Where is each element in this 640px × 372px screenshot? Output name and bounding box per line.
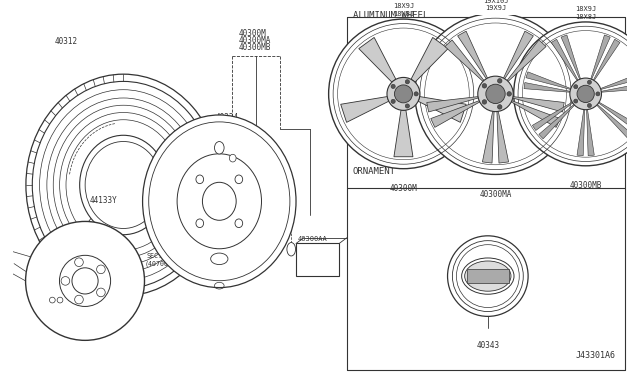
Text: ORNAMENT: ORNAMENT — [353, 167, 396, 176]
Polygon shape — [411, 38, 448, 82]
Polygon shape — [394, 110, 413, 157]
Polygon shape — [511, 101, 560, 127]
Polygon shape — [504, 31, 533, 79]
Circle shape — [497, 78, 502, 83]
Circle shape — [497, 105, 502, 109]
Circle shape — [447, 236, 528, 316]
Ellipse shape — [461, 258, 514, 294]
Circle shape — [391, 99, 396, 103]
Ellipse shape — [177, 154, 262, 249]
Circle shape — [588, 103, 591, 108]
Circle shape — [507, 92, 511, 96]
Circle shape — [573, 85, 578, 89]
Polygon shape — [532, 102, 573, 131]
Circle shape — [75, 295, 83, 304]
Polygon shape — [596, 105, 632, 139]
Circle shape — [415, 13, 576, 174]
Text: 40300MB: 40300MB — [570, 181, 602, 190]
Text: 40300MB: 40300MB — [239, 43, 271, 52]
Polygon shape — [524, 83, 570, 92]
Circle shape — [328, 19, 478, 169]
Text: 40300A: 40300A — [165, 224, 193, 233]
Text: 40224: 40224 — [216, 113, 239, 122]
Circle shape — [478, 76, 513, 112]
Circle shape — [514, 22, 640, 166]
Ellipse shape — [287, 243, 296, 256]
Text: 40300M: 40300M — [390, 184, 417, 193]
Circle shape — [97, 288, 105, 297]
Ellipse shape — [211, 253, 228, 264]
Polygon shape — [526, 72, 571, 89]
Text: 19X9J: 19X9J — [485, 6, 506, 12]
Circle shape — [414, 92, 419, 96]
Circle shape — [75, 258, 83, 267]
Text: 19X10J: 19X10J — [483, 0, 508, 4]
Circle shape — [391, 84, 396, 89]
Polygon shape — [598, 102, 639, 131]
Circle shape — [588, 80, 591, 84]
Text: 18X8J: 18X8J — [393, 11, 414, 17]
Circle shape — [596, 92, 600, 96]
Polygon shape — [431, 101, 480, 127]
Polygon shape — [507, 40, 546, 81]
Polygon shape — [577, 110, 585, 156]
Ellipse shape — [214, 141, 224, 154]
Polygon shape — [539, 105, 575, 139]
Circle shape — [387, 77, 420, 110]
Text: J43301A6: J43301A6 — [575, 352, 616, 360]
Circle shape — [61, 276, 70, 285]
Polygon shape — [418, 97, 466, 122]
Circle shape — [26, 221, 145, 340]
Circle shape — [573, 99, 578, 103]
Text: 44133Y: 44133Y — [90, 196, 118, 205]
Text: 40343: 40343 — [476, 341, 499, 350]
Circle shape — [486, 84, 505, 103]
Polygon shape — [445, 40, 484, 81]
Circle shape — [577, 85, 595, 103]
Circle shape — [394, 85, 412, 103]
Text: 18X9J: 18X9J — [393, 3, 414, 9]
Circle shape — [60, 255, 111, 307]
Text: 40300MA: 40300MA — [239, 36, 271, 45]
Text: 40300AA: 40300AA — [298, 235, 328, 241]
Bar — [296, 244, 339, 276]
Polygon shape — [458, 31, 488, 79]
Polygon shape — [513, 97, 564, 112]
Polygon shape — [587, 110, 595, 156]
Polygon shape — [483, 111, 494, 163]
Bar — [467, 269, 509, 283]
Text: (40700M): (40700M) — [145, 260, 177, 267]
Polygon shape — [601, 83, 640, 92]
Polygon shape — [600, 72, 640, 89]
Ellipse shape — [143, 115, 296, 288]
Ellipse shape — [229, 154, 236, 162]
Circle shape — [405, 104, 410, 108]
Polygon shape — [551, 39, 578, 81]
Text: 18X9J: 18X9J — [575, 6, 596, 12]
Text: 18X8J: 18X8J — [575, 14, 596, 20]
Polygon shape — [497, 111, 509, 163]
Ellipse shape — [465, 261, 511, 291]
Polygon shape — [591, 35, 611, 79]
Polygon shape — [593, 39, 620, 81]
Text: 40300M: 40300M — [239, 29, 266, 38]
Text: 40312: 40312 — [55, 36, 78, 45]
Circle shape — [482, 84, 486, 88]
Polygon shape — [561, 35, 580, 79]
Text: 40343: 40343 — [209, 215, 233, 224]
Polygon shape — [359, 38, 396, 82]
Text: ALUMINUM WHEEL: ALUMINUM WHEEL — [353, 11, 428, 20]
Circle shape — [482, 100, 486, 104]
Polygon shape — [340, 97, 388, 122]
Text: 40300MA: 40300MA — [479, 190, 512, 199]
Circle shape — [570, 78, 602, 110]
Circle shape — [97, 265, 105, 274]
Ellipse shape — [79, 135, 167, 235]
Text: Ⓒ09110-8201A: Ⓒ09110-8201A — [68, 253, 116, 259]
Text: NISSAN: NISSAN — [477, 273, 499, 279]
Circle shape — [405, 80, 410, 84]
Polygon shape — [427, 97, 478, 112]
Text: SEC.253: SEC.253 — [147, 253, 175, 259]
Text: ( 2): ( 2) — [93, 260, 109, 267]
